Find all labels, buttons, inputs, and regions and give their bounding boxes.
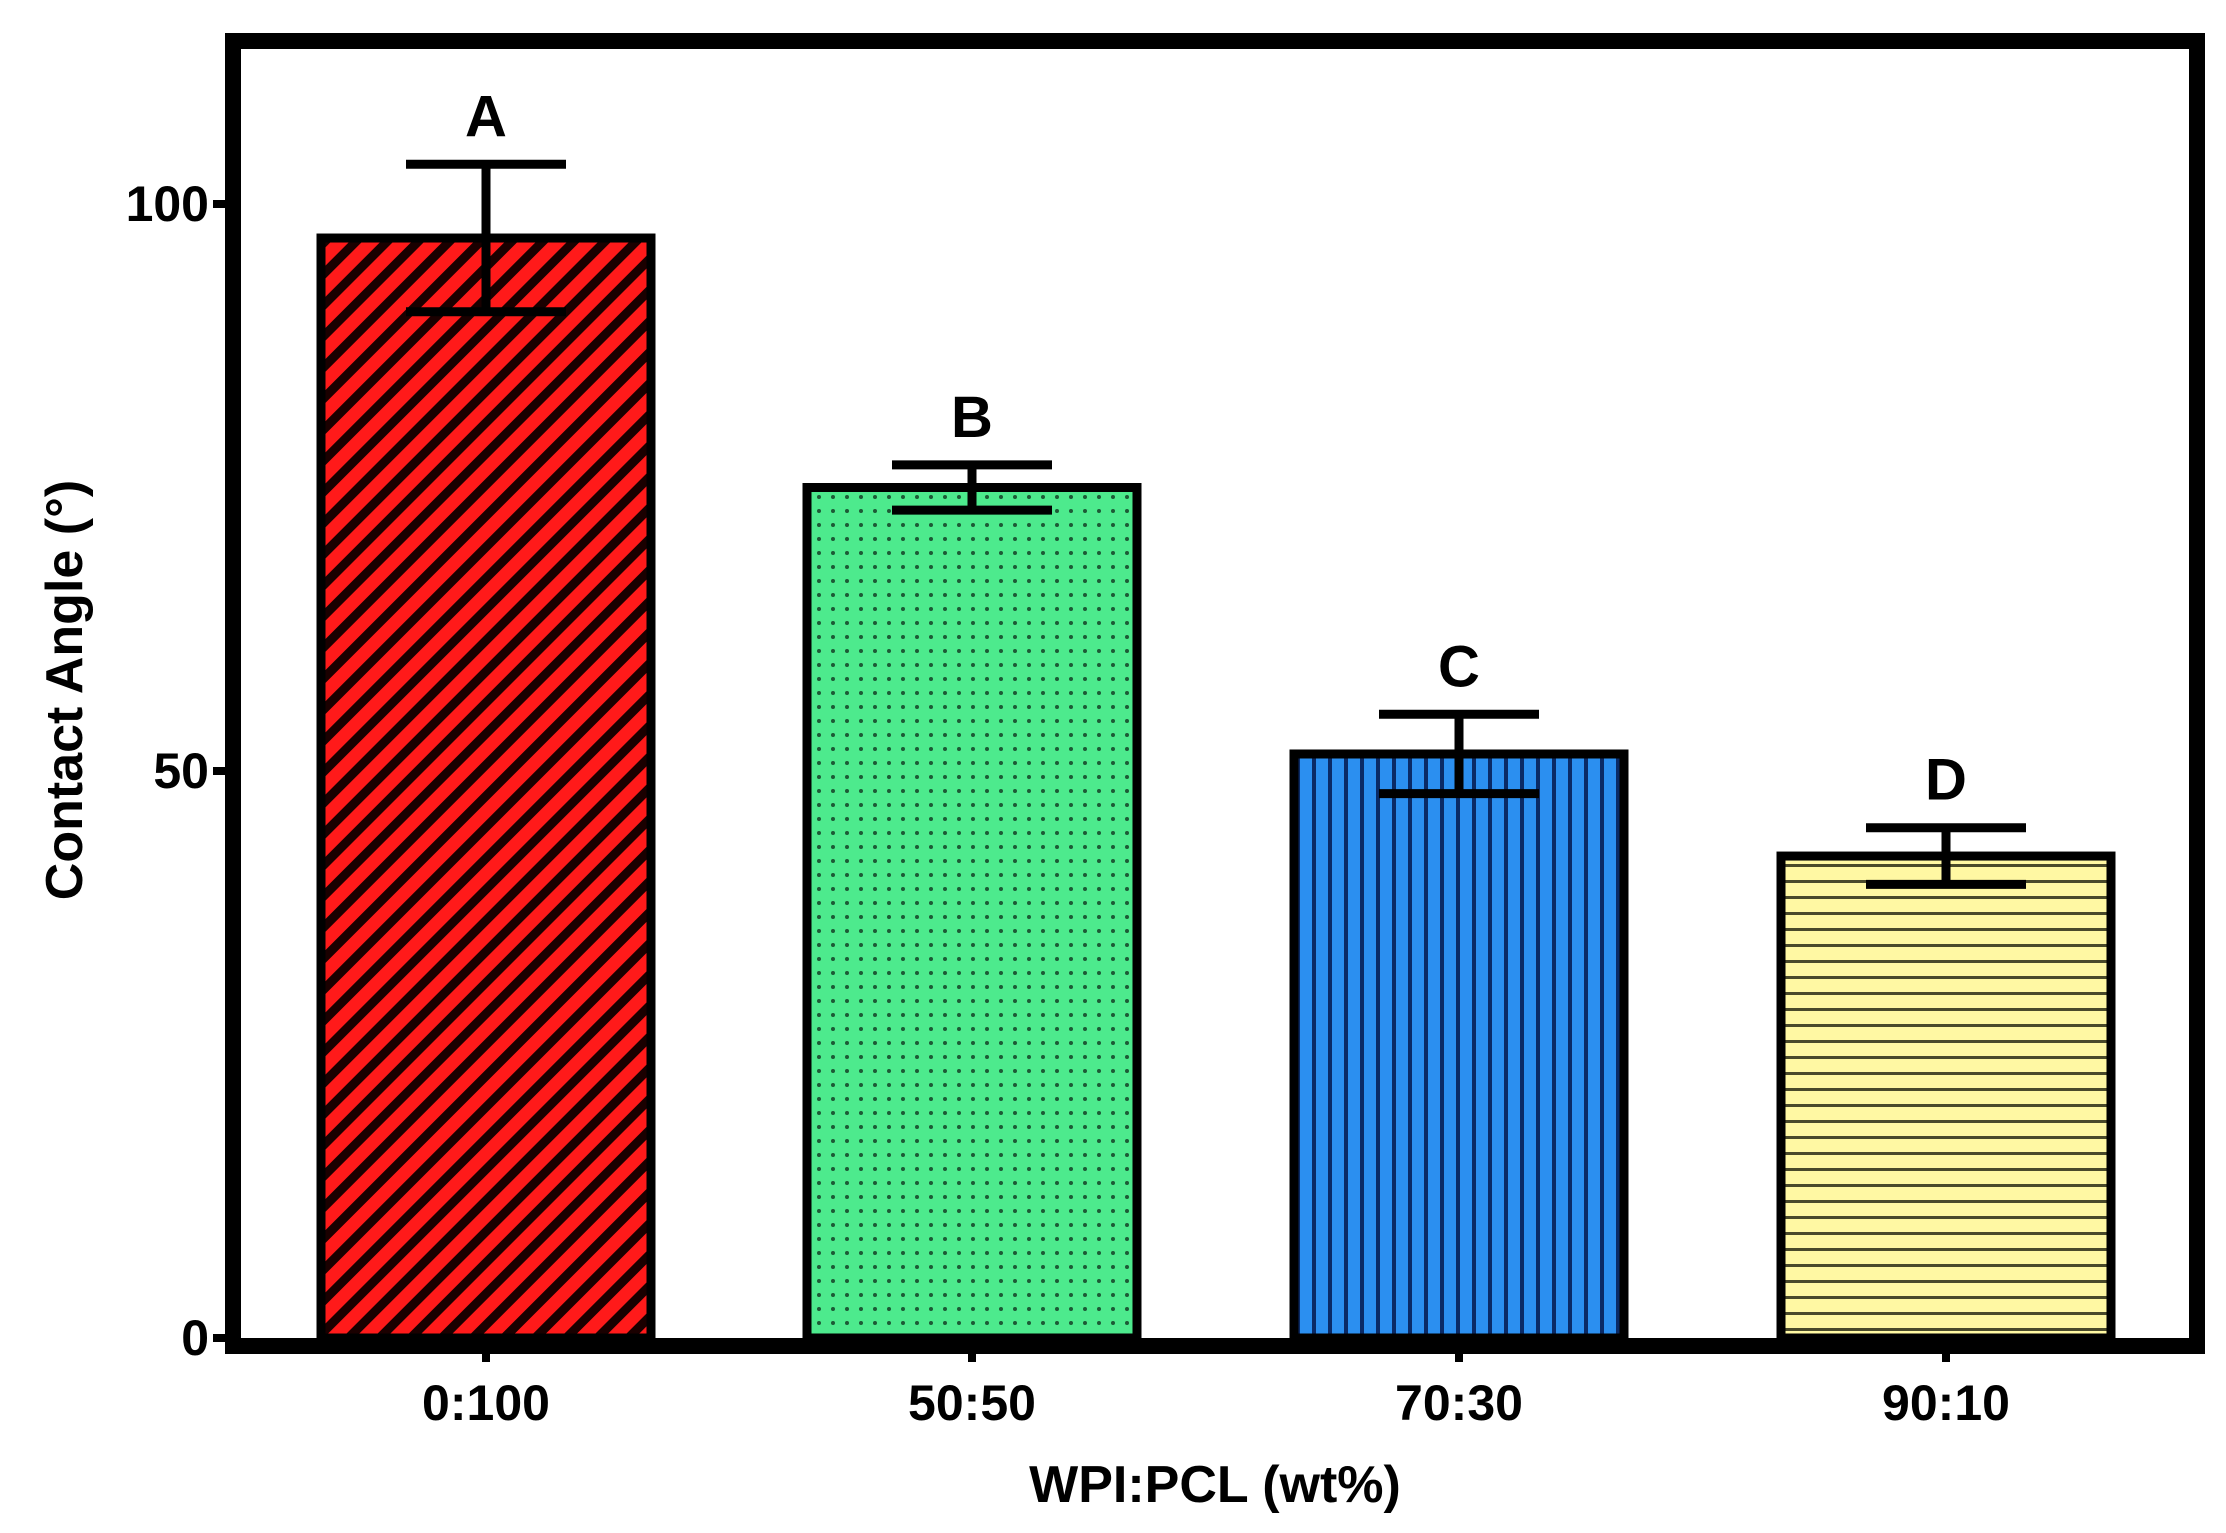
bar-0-100 [316, 233, 656, 1343]
significance-labels: A B C D [465, 84, 1967, 812]
x-tick-label: 90:10 [1882, 1375, 2010, 1431]
bar-70-30 [1289, 749, 1629, 1343]
y-tick-label: 0 [181, 1310, 209, 1366]
bar-90-10 [1776, 851, 2116, 1343]
y-axis-ticks: 0 50 100 [126, 176, 233, 1366]
significance-label: B [951, 385, 993, 450]
x-tick-label: 0:100 [422, 1375, 550, 1431]
x-tick-label: 70:30 [1395, 1375, 1523, 1431]
x-tick-label: 50:50 [908, 1375, 1036, 1431]
plot-frame [225, 33, 2205, 1354]
x-axis-ticks: 0:100 50:50 70:30 90:10 [422, 1338, 2010, 1431]
x-axis-label: WPI:PCL (wt%) [1029, 1456, 1401, 1514]
significance-label: A [465, 84, 507, 149]
significance-label: C [1438, 634, 1480, 699]
error-bars-layer [406, 159, 2026, 889]
y-tick-label: 100 [126, 176, 209, 232]
bar-50-50 [802, 483, 1142, 1343]
y-tick-label: 50 [153, 743, 209, 799]
bars-layer [316, 233, 2116, 1343]
significance-label: D [1925, 748, 1967, 813]
y-axis-label: Contact Angle (°) [36, 480, 94, 900]
